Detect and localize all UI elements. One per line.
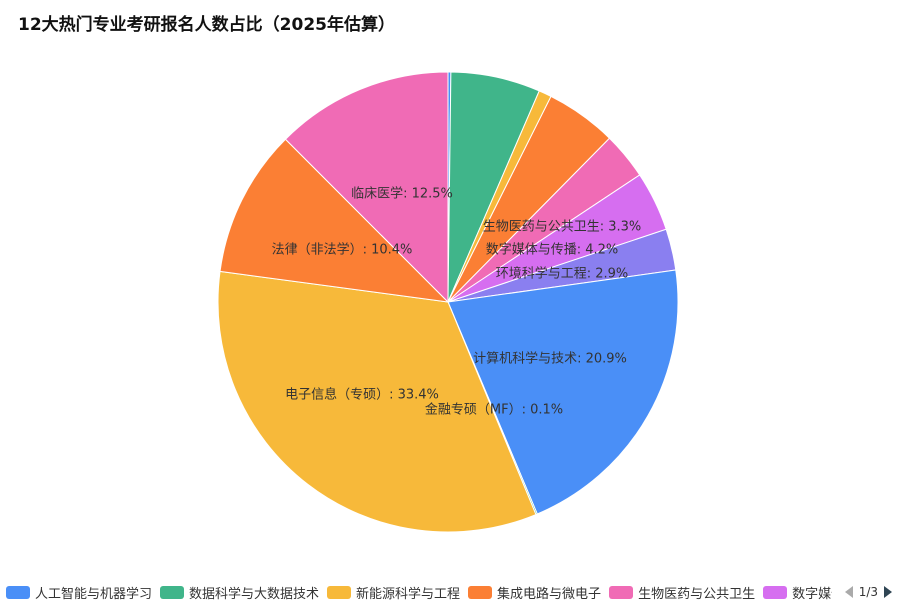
legend-label: 集成电路与微电子 — [497, 586, 602, 602]
legend-swatch — [160, 585, 185, 599]
legend-swatch — [763, 585, 788, 599]
legend-swatch — [609, 585, 634, 599]
legend-label: 人工智能与机器学习 — [35, 586, 153, 602]
legend-page-indicator: 1/3 — [858, 585, 878, 599]
pie-chart: 生物医药与公共卫生: 3.3% 数字媒体与传播: 4.2% 环境科学与工程: 2.9… — [217, 71, 679, 533]
legend-swatch — [468, 585, 493, 599]
legend-label: 生物医药与公共卫生 — [638, 586, 756, 602]
legend-label: 新能源科学与工程 — [356, 586, 461, 602]
legend-swatch — [327, 585, 352, 599]
slice-label: 数字媒体与传播: 4.2% — [486, 243, 619, 258]
legend-label: 数字媒体与传播 — [792, 586, 832, 602]
pie-slice[interactable] — [284, 71, 449, 304]
chart-title: 12大热门专业考研报名人数占比（2025年估算） — [18, 15, 395, 35]
legend-swatch — [6, 585, 30, 599]
legend: 人工智能与机器学习 数据科学与大数据技术 新能源科学与工程 集成电路与微电子 生物医药与… — [0, 581, 900, 603]
legend-item[interactable]: 数据科学与大数据技术 — [160, 581, 319, 603]
slice-label: 临床医学: 12.5% — [351, 186, 453, 202]
legend-items: 人工智能与机器学习 数据科学与大数据技术 新能源科学与工程 集成电路与微电子 生物医药与… — [6, 581, 832, 603]
slice-label: 计算机科学与技术: 20.9% — [473, 351, 627, 367]
slice-label: 环境科学与工程: 2.9% — [496, 266, 629, 282]
slice-label: 法律（非法学）: 10.4% — [272, 242, 413, 258]
slice-label: 电子信息（专硕）: 33.4% — [285, 387, 439, 403]
slice-label: 生物医药与公共卫生: 3.3% — [483, 220, 642, 235]
legend-label: 数据科学与大数据技术 — [189, 586, 320, 602]
legend-item[interactable]: 数字媒体与传播 — [763, 581, 832, 603]
pie-slice[interactable] — [447, 269, 679, 515]
pie-slice[interactable] — [219, 138, 450, 303]
legend-item[interactable]: 集成电路与微电子 — [468, 581, 601, 603]
legend-next-icon[interactable] — [884, 586, 892, 598]
pie-slice[interactable] — [217, 270, 537, 533]
legend-pager: 1/3 — [844, 581, 892, 603]
slice-label: 金融专硕（MF）: 0.1% — [425, 402, 563, 418]
legend-item[interactable]: 生物医药与公共卫生 — [609, 581, 755, 603]
legend-prev-icon[interactable] — [844, 586, 853, 598]
legend-item[interactable]: 新能源科学与工程 — [327, 581, 460, 603]
legend-item[interactable]: 人工智能与机器学习 — [6, 581, 152, 603]
